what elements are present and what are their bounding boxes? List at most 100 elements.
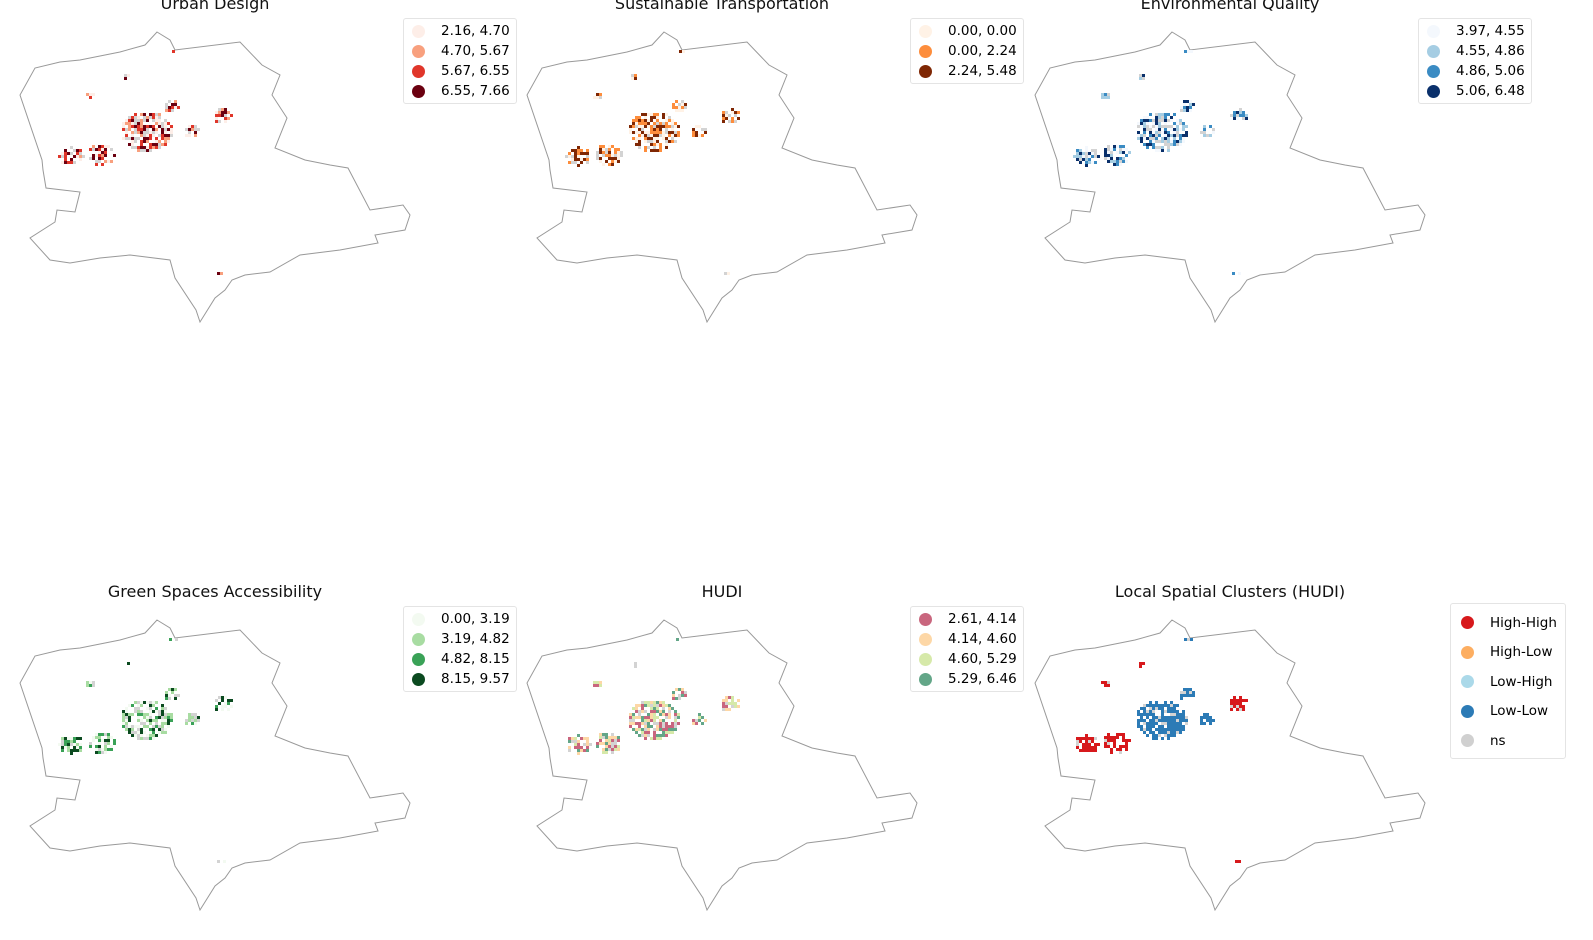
grid-cell [605,736,608,739]
grid-cell [146,707,149,710]
grid-cell [224,114,227,117]
grid-cell [653,707,656,710]
grid-cell [131,137,134,140]
grid-cell [641,134,644,137]
grid-cell [170,125,173,128]
grid-cell [635,707,638,710]
grid-cell [583,743,586,746]
grid-cell [653,125,656,128]
legend-label: High-Low [1490,644,1553,661]
grid-cell [650,707,653,710]
grid-cell [1232,272,1235,275]
grid-cell [1146,122,1149,125]
grid-cell [1170,728,1173,731]
grid-cell [79,155,82,158]
legend-marker-icon [919,652,932,666]
grid-cell [171,109,174,112]
grid-cell [1233,699,1236,702]
grid-cell [104,751,107,754]
legend-item: Low-High [1461,667,1557,697]
grid-cell [671,728,674,731]
grid-cell [638,137,641,140]
grid-cell [165,103,168,106]
grid-cell [1155,149,1158,152]
legend-marker-icon [919,44,932,58]
grid-cell [1164,125,1167,128]
grid-cell [149,149,152,152]
grid-cell [140,113,143,116]
grid-cell [659,713,662,716]
grid-cell [92,93,95,96]
grid-cell [1170,704,1173,707]
grid-cell [1113,736,1116,739]
legend-marker-icon [919,672,932,686]
grid-cell [577,746,580,749]
grid-cell [682,50,685,53]
grid-cell [577,155,580,158]
grid-cell [76,737,79,740]
grid-cell [674,713,677,716]
grid-cell [641,722,644,725]
grid-cell [168,106,171,109]
grid-cell [647,131,650,134]
grid-cell [1091,152,1094,155]
grid-cell [1149,713,1152,716]
grid-cell [635,143,638,146]
grid-cell [695,719,698,722]
grid-cell [137,707,140,710]
grid-cell [1183,694,1186,697]
grid-cell [653,149,656,152]
map-legend: 2.16, 4.70 4.70, 5.67 5.67, 6.55 6.55, 7.66 [403,18,517,104]
grid-cell [1180,697,1183,700]
grid-cell [174,694,177,697]
grid-cell [671,119,674,122]
grid-cell [1179,719,1182,722]
legend-label: ns [1490,732,1506,749]
grid-cell [1170,719,1173,722]
grid-cell [92,157,95,160]
grid-cell [1079,152,1082,155]
grid-cell [107,736,110,739]
grid-cell [1079,737,1082,740]
grid-cell [641,122,644,125]
grid-cell [143,128,146,131]
grid-cell [1176,719,1179,722]
grid-cell [125,728,128,731]
grid-cell [146,146,149,149]
grid-cell [593,96,596,99]
grid-cell [608,742,611,745]
map-legend: 3.97, 4.55 4.55, 4.86 4.86, 5.06 5.06, 6.48 [1418,18,1532,104]
grid-cell [167,137,170,140]
grid-cell [1149,119,1152,122]
grid-cell [641,710,644,713]
grid-cell [152,131,155,134]
grid-cell [188,131,191,134]
grid-cell [107,748,110,751]
grid-cell [218,120,221,123]
grid-cell [168,697,171,700]
grid-cell [668,713,671,716]
grid-cell [698,713,701,716]
grid-cell [665,137,668,140]
grid-cell [158,119,161,122]
grid-cell [137,125,140,128]
grid-cell [128,704,131,707]
grid-cell [1146,116,1149,119]
grid-cell [678,106,681,109]
grid-cell [641,731,644,734]
grid-cell [124,77,127,80]
legend-label: 4.82, 8.15 [441,651,510,667]
grid-cell [64,155,67,158]
grid-cell [1179,725,1182,728]
grid-cell [653,128,656,131]
grid-cell [137,734,140,737]
grid-cell [638,710,641,713]
grid-cell [1161,707,1164,710]
grid-cell [1088,737,1091,740]
grid-cell [638,146,641,149]
grid-cell [668,125,671,128]
grid-cell [67,749,70,752]
grid-cell [185,719,188,722]
grid-cell [1079,161,1082,164]
